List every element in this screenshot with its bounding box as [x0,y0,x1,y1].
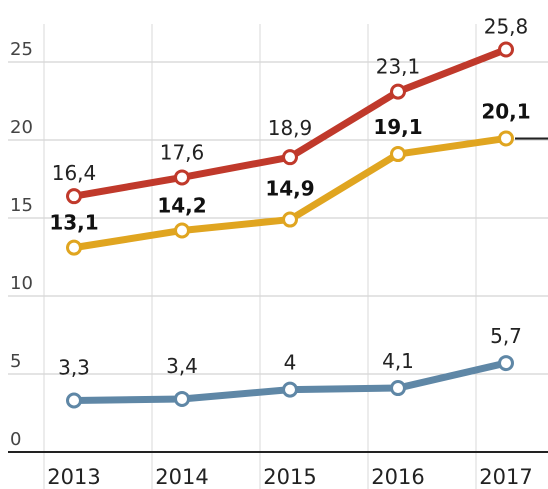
data-label: 14,2 [157,193,206,217]
data-label: 5,7 [490,324,522,348]
data-label: 16,4 [52,161,97,185]
data-point [282,149,298,166]
data-label: 17,6 [160,140,205,164]
data-label: 18,9 [268,116,313,140]
data-label: 19,1 [373,115,422,139]
data-point [498,355,514,372]
data-point [282,211,298,228]
data-label: 4,1 [382,349,414,373]
series-layer: 16,4 17,6 18,9 23,1 25,8 13,1 14,2 14,9 19,1 20,1… [49,15,531,409]
x-tick-label: 2017 [479,465,532,489]
x-tick-label: 2014 [155,465,208,489]
y-tick-label: 20 [10,117,33,138]
data-label: 14,9 [265,177,314,201]
axis-layer: 0 5 10 15 20 25 2013 2014 2015 2016 2017 [8,39,548,489]
data-label: 23,1 [376,55,421,79]
data-point [66,239,82,256]
data-point [390,146,406,163]
y-tick-label: 15 [10,195,33,216]
y-tick-label: 10 [10,273,33,294]
x-tick-label: 2013 [47,465,100,489]
data-label: 20,1 [481,99,530,123]
data-label: 3,3 [58,356,90,380]
x-tick-label: 2016 [371,465,424,489]
y-tick-label: 5 [10,351,21,372]
data-point [174,222,190,239]
data-point [174,390,190,407]
y-tick-label: 25 [10,39,33,60]
data-point [498,130,514,147]
data-point [66,392,82,409]
data-point [174,169,190,186]
data-point [498,41,514,58]
data-label: 13,1 [49,211,98,235]
y-tick-label: 0 [10,429,21,450]
data-label: 3,4 [166,354,198,378]
data-point [66,188,82,205]
data-label: 25,8 [484,15,529,39]
x-tick-label: 2015 [263,465,316,489]
data-label: 4 [284,351,297,375]
data-point [390,380,406,397]
data-point [282,381,298,398]
data-point [390,83,406,100]
grid-layer [8,24,548,489]
